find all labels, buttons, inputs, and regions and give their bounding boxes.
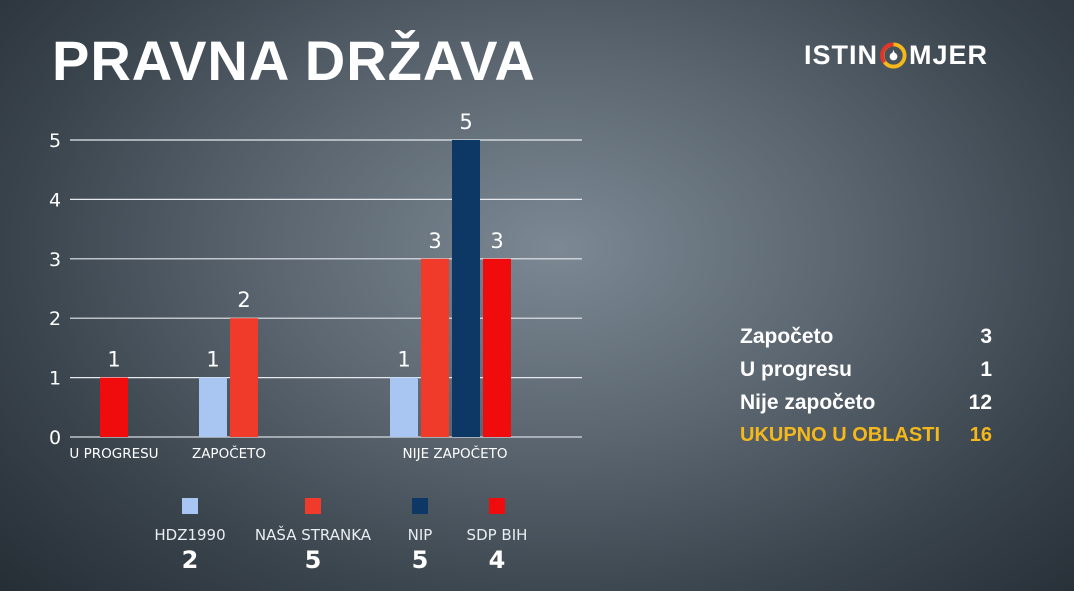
summary-label: Započeto — [740, 324, 834, 348]
legend-label: NAŠA STRANKA — [254, 526, 372, 544]
bar-value-label: 3 — [428, 229, 441, 253]
gauge-icon — [880, 41, 907, 69]
page-title: PRAVNA DRŽAVA — [52, 29, 536, 92]
legend-count: 5 — [304, 546, 322, 574]
legend-item: NAŠA STRANKA 5 — [253, 498, 373, 574]
legend-label: HDZ1990 — [154, 526, 226, 544]
legend-swatch — [412, 498, 428, 514]
y-tick-label: 3 — [49, 249, 61, 271]
bar-value-label: 1 — [397, 348, 410, 372]
bar — [100, 377, 128, 437]
legend-count: 4 — [488, 546, 506, 574]
legend-swatch — [182, 498, 198, 514]
summary-value: 12 — [968, 390, 992, 414]
bar — [452, 140, 480, 437]
summary-row: Započeto 3 — [740, 320, 992, 353]
istinomjer-logo[interactable]: ISTIN MJER — [804, 38, 988, 72]
bar-value-label: 1 — [107, 348, 120, 372]
summary-total-label: UKUPNO U OBLASTI — [740, 424, 940, 446]
y-tick-label: 4 — [49, 189, 61, 211]
legend-swatch — [489, 498, 505, 514]
x-category-label: NIJE ZAPOČETO — [403, 444, 508, 462]
bar — [390, 377, 418, 437]
summary-total-value: 16 — [969, 424, 992, 446]
summary-value: 3 — [980, 324, 992, 348]
summary-label: U progresu — [740, 357, 853, 381]
legend-count: 5 — [411, 546, 429, 574]
legend-item: NIP 5 — [360, 498, 480, 574]
legend-count: 2 — [181, 546, 199, 574]
bar-value-label: 1 — [206, 348, 219, 372]
y-tick-label: 2 — [49, 308, 61, 330]
summary-row: Nije započeto 12 — [740, 386, 992, 419]
bar-value-label: 2 — [237, 288, 250, 312]
legend-label: SDP BIH — [466, 526, 528, 544]
legend-label: NIP — [407, 526, 433, 544]
summary-table: Započeto 3 U progresu 1 Nije započeto 12… — [740, 320, 992, 452]
x-category-label: ZAPOČETO — [192, 444, 266, 462]
summary-label: Nije započeto — [740, 390, 876, 414]
logo-text-left: ISTIN — [804, 39, 879, 70]
legend-item: HDZ1990 2 — [130, 498, 250, 574]
legend-item: SDP BIH 4 — [437, 498, 557, 574]
x-category-label: U PROGRESU — [69, 446, 158, 462]
bar — [421, 258, 449, 437]
summary-value: 1 — [980, 357, 992, 381]
bar — [199, 377, 227, 437]
bar-value-label: 5 — [459, 110, 472, 134]
y-tick-label: 1 — [49, 368, 61, 390]
y-tick-label: 5 — [49, 130, 61, 152]
summary-row: U progresu 1 — [740, 353, 992, 386]
bar-chart: 0 1 2 3 4 5 U PROGRESU 1 ZAPOČETO 1 2 NIJE ZAPOČETO… — [49, 110, 582, 462]
bar — [483, 258, 511, 437]
bar — [230, 318, 258, 437]
legend-swatch — [305, 498, 321, 514]
logo-text-right: MJER — [909, 39, 989, 70]
bar-value-label: 3 — [490, 229, 503, 253]
summary-total-row: UKUPNO U OBLASTI 16 — [740, 419, 992, 452]
y-tick-label: 0 — [49, 427, 61, 449]
